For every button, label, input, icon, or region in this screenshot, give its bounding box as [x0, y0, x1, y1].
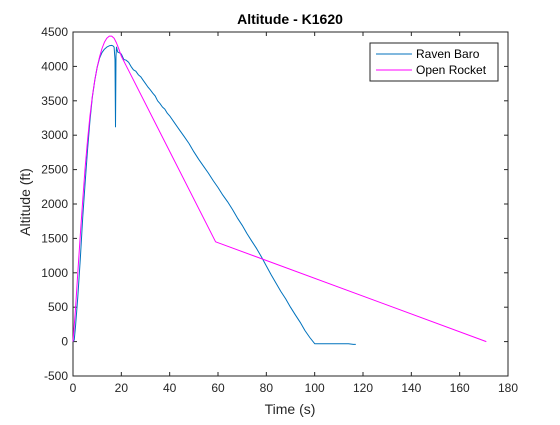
y-tick-label: 500	[48, 300, 68, 314]
y-tick-label: 2000	[41, 197, 68, 211]
x-tick-label: 160	[450, 381, 470, 395]
x-tick-label: 20	[115, 381, 129, 395]
x-tick-label: 100	[305, 381, 325, 395]
x-tick-label: 140	[401, 381, 421, 395]
legend-label-open-rocket: Open Rocket	[416, 63, 487, 77]
axes-box	[72, 31, 509, 377]
x-tick-label: 120	[353, 381, 373, 395]
x-tick-label: 180	[498, 381, 518, 395]
legend-label-raven-baro: Raven Baro	[416, 47, 480, 61]
y-tick-label: 0	[61, 335, 68, 349]
legend: Raven Baro Open Rocket	[369, 42, 499, 82]
legend-box	[369, 42, 499, 82]
plot-area: 0 20 40 60 80 100 120 140 160 180-500050010001500…	[41, 25, 518, 395]
x-axis-label: Time (s)	[265, 401, 316, 417]
y-tick-label: 1000	[41, 266, 68, 280]
x-tick-label: 0	[70, 381, 77, 395]
y-tick-label: 1500	[41, 231, 68, 245]
y-tick-label: 3500	[41, 94, 68, 108]
series-line-raven-baro	[72, 44, 356, 345]
series-line-open-rocket	[72, 35, 487, 343]
y-tick-label: 3000	[41, 128, 68, 142]
y-tick-label: -500	[44, 369, 68, 383]
x-tick-label: 40	[163, 381, 177, 395]
y-tick-label: 4500	[41, 25, 68, 39]
y-tick-label: 4000	[41, 59, 68, 73]
y-axis-label: Altitude (ft)	[17, 168, 33, 236]
x-tick-label: 80	[260, 381, 274, 395]
y-tick-label: 2500	[41, 163, 68, 177]
x-tick-label: 60	[211, 381, 225, 395]
chart-title: Altitude - K1620	[237, 11, 343, 27]
